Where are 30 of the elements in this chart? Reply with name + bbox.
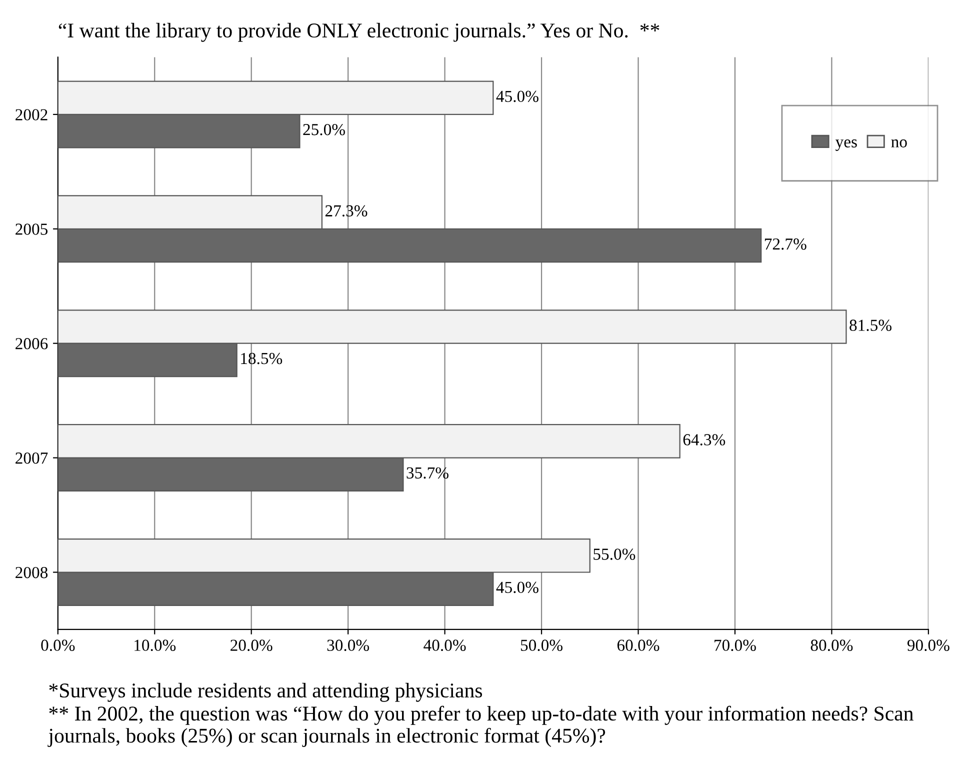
x-tick-label: 50.0%	[520, 640, 562, 651]
data-label: 45.0%	[496, 90, 538, 102]
x-tick-label: 20.0%	[230, 640, 272, 651]
legend-label: yes	[835, 139, 857, 151]
x-tick-label: 0.0%	[41, 640, 75, 651]
text: *Surveys include residents and attending physicians	[49, 682, 482, 702]
x-tick-label: 10.0%	[134, 640, 176, 651]
text: ** In 2002, the question was “How do you prefer to keep up-to-date with your information needs? Scan journals, books (25%) or scan journals in electronic format (45%)?	[48, 706, 914, 747]
x-tick-label: 40.0%	[424, 640, 466, 651]
data-label: 45.0%	[496, 582, 538, 594]
y-tick-label: 2002	[16, 109, 48, 120]
data-label: 81.5%	[850, 320, 892, 331]
y-tick-label: 2007	[16, 452, 48, 464]
y-tick-label: 2006	[16, 338, 48, 350]
legend-label: no	[891, 139, 907, 148]
data-label: 55.0%	[594, 548, 636, 560]
data-label: 25.0%	[303, 124, 345, 136]
chart-title: “I want the library to provide ONLY electronic journals.” Yes or No. **	[58, 22, 660, 42]
x-tick-label: 80.0%	[810, 640, 853, 651]
y-tick-label: 2008	[16, 566, 48, 578]
x-tick-label: 30.0%	[327, 640, 370, 651]
data-label: 18.5%	[241, 352, 282, 364]
x-tick-label: 70.0%	[714, 640, 756, 651]
data-label: 35.7%	[406, 467, 448, 479]
data-label: 72.7%	[764, 238, 806, 250]
x-tick-label: 90.0%	[907, 640, 950, 651]
x-tick-label: 60.0%	[617, 640, 660, 651]
y-tick-label: 2005	[16, 224, 48, 235]
data-label: 27.3%	[325, 205, 368, 217]
data-label: 64.3%	[683, 434, 726, 446]
